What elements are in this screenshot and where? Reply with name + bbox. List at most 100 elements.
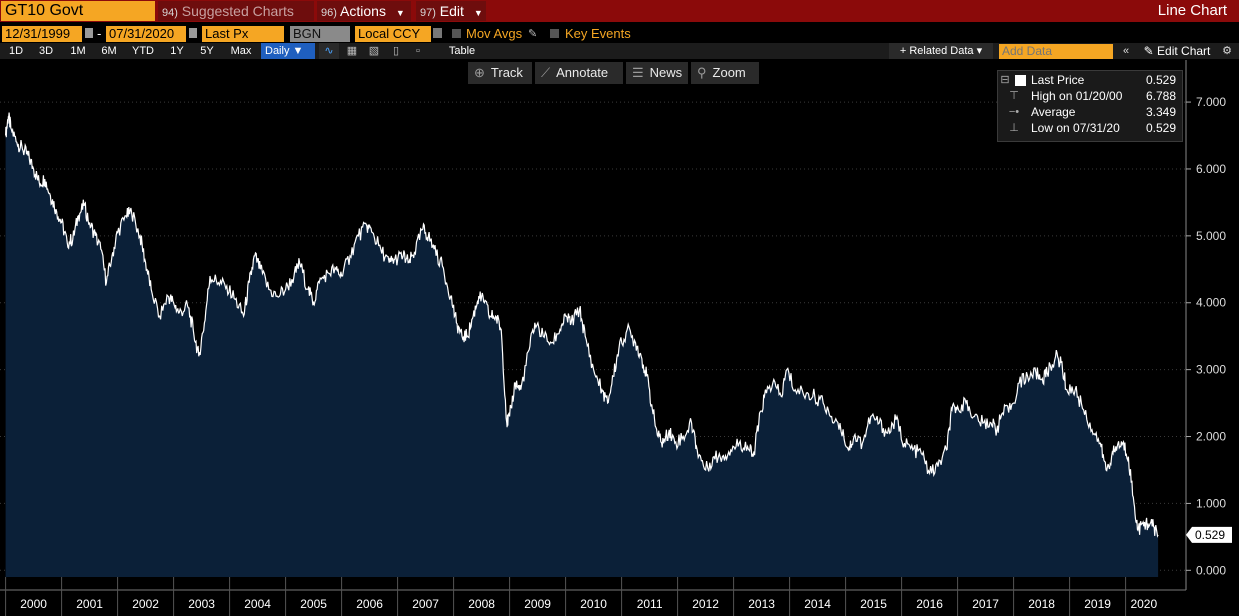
field-selector[interactable]: Last Px (202, 26, 284, 42)
news-label: News (649, 65, 683, 80)
x-tick-label: 2000 (20, 597, 47, 611)
annotate-label: Annotate (556, 65, 609, 80)
pen-line-icon: ⟋ (541, 65, 551, 80)
menu-number: 97) (420, 7, 436, 19)
x-tick-label: 2020 (1130, 597, 1157, 611)
legend-label: High on 01/20/00 (1031, 89, 1123, 103)
x-tick-label: 2011 (637, 597, 663, 611)
collapse-icon[interactable]: « (1122, 45, 1130, 57)
add-data-input[interactable] (999, 44, 1113, 59)
gear-icon[interactable]: ⚙ (1222, 45, 1232, 57)
x-tick-label: 2002 (132, 597, 159, 611)
legend-row-average: −• Average 3.349 (998, 104, 1182, 120)
calendar-icon[interactable] (189, 28, 197, 38)
y-axis: 0.000 1.000 2.000 3.000 4.000 5.000 6.000 7.000 (1185, 60, 1226, 590)
legend-row-low: ⊥ Low on 07/31/20 0.529 (998, 120, 1182, 136)
series-swatch (1015, 75, 1026, 86)
x-tick-label: 2015 (860, 597, 887, 611)
legend-row-high: ⊤ High on 01/20/00 6.788 (998, 88, 1182, 104)
collapse-icon[interactable]: ⊟ (1000, 74, 1010, 86)
mov-avgs-checkbox[interactable] (452, 29, 461, 38)
bar-chart-icon[interactable]: ▦ (346, 45, 358, 57)
low-marker-icon: ⊥ (1009, 122, 1019, 134)
x-tick-label: 2016 (916, 597, 943, 611)
range-5y[interactable]: 5Y (200, 45, 214, 57)
legend-value: 0.529 (1145, 73, 1176, 87)
last-value-label: 0.529 (1195, 528, 1225, 542)
legend-value: 0.529 (1145, 121, 1176, 135)
zoom-button[interactable]: ⚲ Zoom (691, 62, 759, 84)
edit-chart-label: Edit Chart (1157, 44, 1211, 58)
related-data-button[interactable]: + Related Data ▾ (889, 43, 993, 59)
series-area (5, 112, 1159, 577)
date-separator: - (97, 26, 102, 41)
periodicity-selector[interactable]: Daily ▼ (261, 43, 315, 59)
track-label: Track (490, 65, 523, 80)
y-tick-label: 3.000 (1196, 363, 1226, 377)
key-events-checkbox[interactable] (550, 29, 559, 38)
track-button[interactable]: ⊕ Track (468, 62, 532, 84)
menu-label: Edit (439, 3, 464, 19)
legend-label: Average (1031, 105, 1076, 119)
y-tick-label: 0.000 (1196, 563, 1226, 577)
range-1m[interactable]: 1M (70, 45, 86, 57)
last-value-badge (1186, 526, 1232, 543)
table-button[interactable]: Table (448, 45, 476, 57)
last-value-marker: 0.529 (1186, 526, 1232, 543)
edit-chart-button[interactable]: ✎ Edit Chart (1138, 43, 1216, 59)
legend-row-last: ⊟ Last Price 0.529 (998, 72, 1182, 88)
x-tick-label: 2017 (972, 597, 999, 611)
x-tick-label: 2006 (356, 597, 383, 611)
y-tick-label: 2.000 (1196, 430, 1226, 444)
range-ytd[interactable]: YTD (132, 45, 154, 57)
zoom-label: Zoom (712, 65, 746, 80)
end-date-field[interactable]: 07/31/2020 (106, 26, 186, 42)
x-tick-label: 2008 (468, 597, 495, 611)
suggested-charts-menu[interactable]: 94) Suggested Charts (158, 1, 314, 21)
news-button[interactable]: ☰ News (626, 62, 688, 84)
news-icon: ☰ (632, 65, 644, 80)
x-tick-label: 2010 (580, 597, 607, 611)
overlay-icon[interactable]: ▫ (416, 45, 420, 57)
x-tick-label: 2004 (244, 597, 271, 611)
range-3d[interactable]: 3D (38, 45, 54, 57)
crosshair-icon: ⊕ (474, 65, 485, 80)
legend-box: ⊟ Last Price 0.529 ⊤ High on 01/20/00 6.… (997, 70, 1183, 142)
start-date-field[interactable]: 12/31/1999 (2, 26, 82, 42)
actions-menu[interactable]: 96) Actions ▼ (317, 1, 411, 21)
range-max[interactable]: Max (230, 45, 252, 57)
x-tick-label: 2012 (692, 597, 719, 611)
x-tick-label: 2019 (1084, 597, 1111, 611)
candle-icon[interactable]: ▯ (392, 45, 400, 57)
pencil-icon: ✎ (1143, 44, 1154, 58)
edit-menu[interactable]: 97) Edit ▼ (416, 1, 486, 21)
legend-label: Last Price (1031, 73, 1085, 87)
grid-icon[interactable]: ▧ (368, 45, 380, 57)
menu-label: Suggested Charts (181, 3, 294, 19)
average-marker-icon: −• (1008, 106, 1020, 118)
menu-number: 94) (162, 7, 178, 19)
x-tick-label: 2014 (804, 597, 831, 611)
y-tick-label: 7.000 (1196, 95, 1226, 109)
magnifier-icon: ⚲ (697, 65, 707, 80)
pencil-icon[interactable]: ✎ (528, 28, 538, 40)
x-tick-label: 2009 (524, 597, 551, 611)
range-1y[interactable]: 1Y (170, 45, 184, 57)
currency-field[interactable]: Local CCY (355, 26, 431, 42)
range-1d[interactable]: 1D (8, 45, 24, 57)
ticker-field[interactable]: GT10 Govt (1, 1, 155, 21)
calendar-icon[interactable] (85, 28, 93, 38)
dropdown-caret-icon: ▼ (395, 8, 405, 18)
high-marker-icon: ⊤ (1009, 90, 1019, 102)
y-tick-label: 4.000 (1196, 296, 1226, 310)
annotate-button[interactable]: ⟋ Annotate (535, 62, 623, 84)
series-line (5, 112, 1159, 538)
chart-area[interactable]: 0.000 1.000 2.000 3.000 4.000 5.000 6.000 7.000… (0, 60, 1239, 616)
x-tick-label: 2003 (188, 597, 215, 611)
currency-dropdown-icon[interactable] (433, 28, 442, 38)
line-chart-icon[interactable]: ∿ (319, 43, 339, 59)
source-field[interactable]: BGN (290, 26, 350, 42)
y-tick-label: 1.000 (1196, 496, 1226, 510)
range-6m[interactable]: 6M (101, 45, 117, 57)
x-tick-label: 2018 (1028, 597, 1055, 611)
